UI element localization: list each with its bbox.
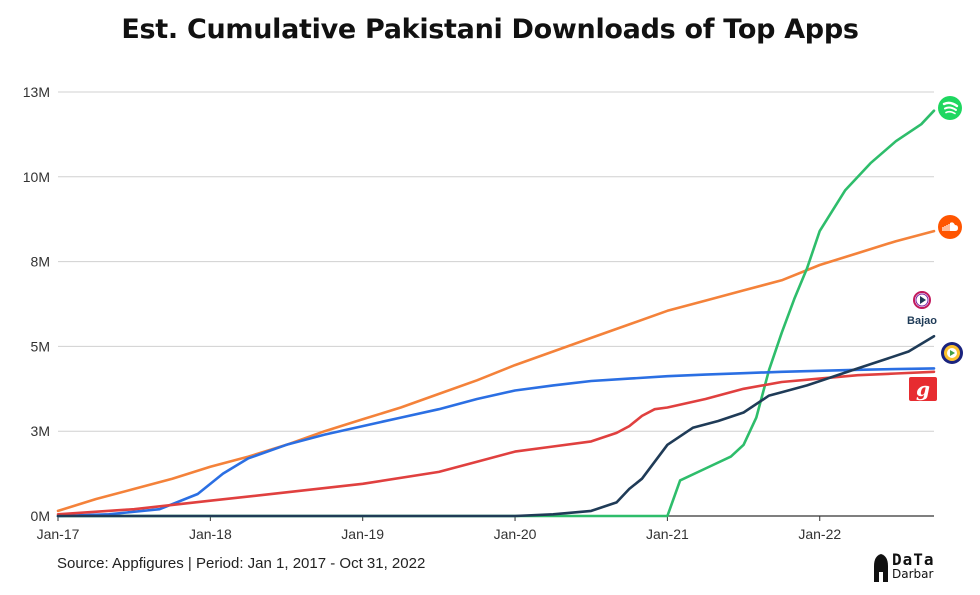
chart-title: Est. Cumulative Pakistani Downloads of T… (121, 14, 859, 45)
patari-icon (941, 342, 963, 364)
brand-bottom: Darbar (892, 567, 934, 581)
x-tick-label: Jan-22 (798, 526, 841, 542)
soundcloud-icon (938, 215, 962, 239)
x-tick-label: Jan-19 (341, 526, 384, 542)
brand-logo: DaTa Darbar (872, 550, 942, 586)
bajao-label: Bajao (907, 315, 937, 327)
y-tick-label: 0M (31, 508, 50, 524)
series-line-soundcloud (56, 229, 936, 513)
y-tick-label: 3M (31, 423, 50, 439)
brand-top: DaTa (892, 550, 935, 569)
x-tick-label: Jan-18 (189, 526, 232, 542)
y-tick-label: 5M (31, 338, 50, 354)
mosque-icon (874, 554, 888, 582)
bajao-icon: Bajao (907, 291, 937, 327)
series-line-gaana (56, 370, 936, 516)
gaana-label: g (916, 377, 930, 401)
x-tick-label: Jan-20 (494, 526, 537, 542)
y-tick-label: 8M (31, 254, 50, 270)
spotify-icon (938, 96, 962, 120)
source-note: Source: Appfigures | Period: Jan 1, 2017… (57, 555, 426, 572)
x-tick-label: Jan-21 (646, 526, 689, 542)
y-tick-label: 13M (23, 84, 50, 100)
series-line-patari (56, 367, 936, 518)
y-tick-label: 10M (23, 169, 50, 185)
gaana-icon: g (909, 377, 937, 401)
series-line-spotify (56, 109, 936, 518)
x-tick-label: Jan-17 (37, 526, 80, 542)
series-line-bajao (56, 334, 936, 518)
